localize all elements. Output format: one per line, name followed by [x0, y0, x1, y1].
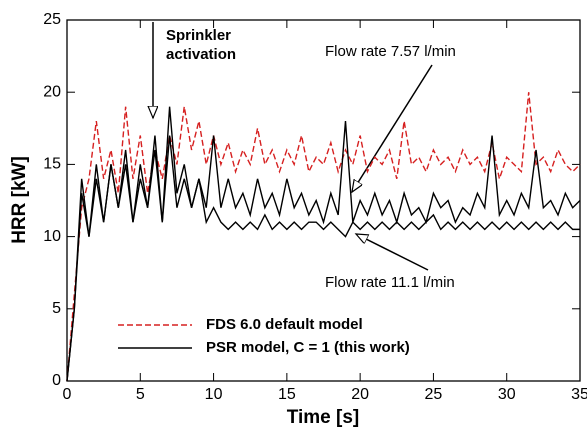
data-line: [66, 135, 580, 382]
x-axis-label: Time [s]: [287, 407, 360, 428]
x-tick-label: 25: [425, 386, 443, 403]
annotation-arrow: [356, 234, 429, 271]
x-tick-label: 20: [351, 386, 369, 403]
annotation: Sprinkler: [166, 27, 231, 44]
x-tick-label: 10: [205, 386, 223, 403]
legend-label: FDS 6.0 default model: [206, 316, 363, 333]
data-line: [66, 92, 581, 382]
annotation: Flow rate 11.1 l/min: [325, 274, 455, 291]
annotation: activation: [166, 46, 236, 63]
legend-label: PSR model, C = 1 (this work): [206, 339, 410, 356]
y-tick-label: 25: [43, 11, 61, 28]
y-tick-label: 10: [43, 228, 61, 245]
x-tick-label: 15: [278, 386, 296, 403]
y-tick-label: 20: [43, 83, 61, 100]
data-line: [66, 106, 581, 382]
x-tick-label: 5: [136, 386, 145, 403]
y-tick-label: 0: [52, 372, 61, 389]
y-tick-label: 5: [52, 300, 61, 317]
annotation: Flow rate 7.57 l/min: [325, 43, 456, 60]
x-tick-label: 30: [498, 386, 516, 403]
annotation-arrow: [352, 64, 433, 192]
x-tick-label: 0: [63, 386, 72, 403]
y-axis-label: HRR [kW]: [9, 156, 30, 244]
x-tick-label: 35: [571, 386, 587, 403]
y-tick-label: 15: [43, 156, 61, 173]
